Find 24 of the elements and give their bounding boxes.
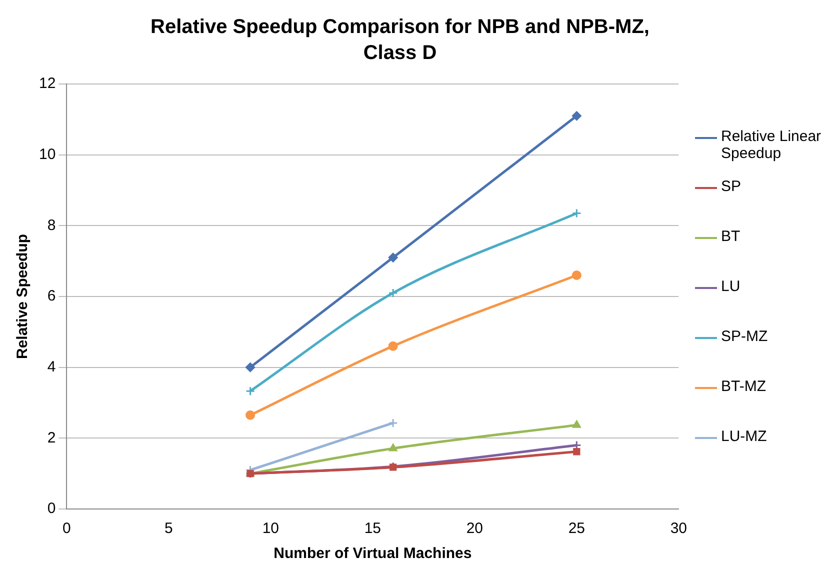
y-tick-label: 8 bbox=[47, 216, 56, 234]
x-tick-label: 25 bbox=[568, 520, 586, 538]
y-tick-label: 12 bbox=[38, 75, 56, 92]
x-axis-title: Number of Virtual Machines bbox=[274, 545, 472, 562]
legend-label: SP bbox=[721, 178, 742, 195]
x-tick-label: 10 bbox=[262, 520, 280, 538]
x-tick-label: 30 bbox=[670, 520, 687, 538]
y-tick-label: 2 bbox=[47, 429, 56, 446]
y-tick-label: 4 bbox=[47, 358, 56, 376]
legend-label: Relative Linear Speedup bbox=[721, 128, 822, 162]
legend-label: LU-MZ bbox=[721, 428, 767, 445]
y-tick-label: 0 bbox=[47, 500, 56, 518]
chart-title: Relative Speedup Comparison for NPB and NPB-MZ, Class D bbox=[150, 15, 650, 66]
x-tick-label: 15 bbox=[364, 520, 382, 538]
x-tick-label: 0 bbox=[62, 520, 71, 538]
legend-label: SP-MZ bbox=[721, 328, 768, 345]
legend-label: BT bbox=[721, 228, 740, 245]
legend-label: BT-MZ bbox=[721, 378, 766, 395]
y-tick-label: 6 bbox=[47, 288, 56, 305]
legend-label: LU bbox=[721, 278, 740, 295]
x-tick-label: 5 bbox=[164, 520, 173, 538]
y-axis-title: Relative Speedup bbox=[14, 234, 32, 360]
x-tick-label: 20 bbox=[466, 520, 484, 538]
y-tick-label: 10 bbox=[38, 146, 56, 163]
